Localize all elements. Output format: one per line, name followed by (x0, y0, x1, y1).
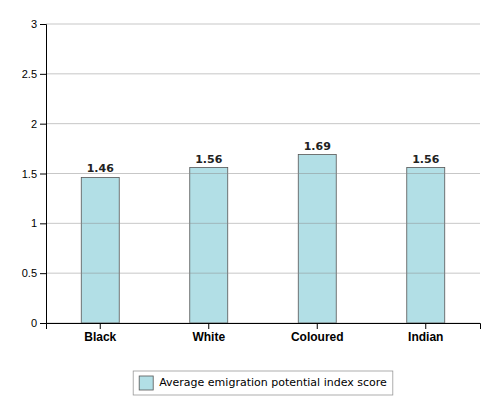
grid-line (46, 73, 480, 74)
legend: Average emigration potential index score (133, 371, 393, 395)
y-tick: 2 (31, 118, 46, 130)
y-tick: 2.5 (22, 68, 46, 80)
y-tick: 1.5 (22, 168, 46, 180)
x-tick-mark (317, 323, 318, 329)
y-axis: 0 0.5 1 1.5 2 2.5 3 (22, 18, 47, 329)
y-tick: 0.5 (22, 267, 46, 279)
data-labels: 1.46 1.56 1.69 1.56 (87, 140, 440, 176)
x-axis: Black White Coloured Indian (47, 323, 481, 344)
y-tick-label: 2.5 (22, 68, 37, 80)
plot-area: 0 0.5 1 1.5 2 2.5 3 Black White Coloured Indian 1.4… (22, 18, 481, 344)
x-tick: Coloured (291, 323, 344, 344)
bars (81, 155, 444, 323)
grid-line (46, 273, 480, 274)
legend-swatch (139, 376, 153, 390)
bar (407, 168, 445, 323)
y-tick: 3 (31, 18, 46, 30)
bar (81, 177, 119, 323)
y-tick-label: 0 (31, 317, 37, 329)
bar (190, 168, 228, 323)
y-tick-label: 3 (31, 18, 37, 30)
data-label: 1.46 (87, 162, 114, 175)
y-axis-line (40, 25, 47, 324)
y-tick-mark (40, 124, 46, 125)
y-tick-label: 2 (31, 118, 37, 130)
y-tick: 1 (31, 217, 46, 229)
x-tick-label: White (192, 330, 225, 344)
y-tick: 0 (31, 317, 46, 329)
y-tick-mark (40, 24, 46, 25)
legend-label: Average emigration potential index score (159, 376, 387, 389)
grid-line (46, 123, 480, 124)
x-tick-label: Coloured (291, 330, 344, 344)
y-tick-mark (40, 323, 46, 324)
x-tick-label: Black (84, 330, 116, 344)
y-tick-mark (40, 74, 46, 75)
x-tick-mark (100, 323, 101, 329)
grid (46, 24, 480, 323)
chart-svg: 0 0.5 1 1.5 2 2.5 3 Black White Coloured Indian 1.4… (0, 0, 500, 409)
x-axis-line (47, 324, 481, 330)
chart-container: 0 0.5 1 1.5 2 2.5 3 Black White Coloured Indian 1.4… (0, 0, 500, 409)
y-tick-mark (40, 273, 46, 274)
y-tick-label: 1.5 (22, 168, 37, 180)
data-label: 1.69 (304, 140, 331, 153)
data-label: 1.56 (195, 153, 222, 166)
data-label: 1.56 (412, 153, 439, 166)
y-tick-label: 0.5 (22, 267, 37, 279)
y-tick-mark (40, 174, 46, 175)
x-tick: Black (84, 323, 116, 344)
grid-line (46, 223, 480, 224)
x-tick: Indian (408, 323, 443, 344)
x-tick: White (192, 323, 225, 344)
y-tick-mark (40, 223, 46, 224)
x-tick-mark (425, 323, 426, 329)
y-tick-label: 1 (31, 217, 37, 229)
legend-frame (133, 371, 393, 395)
x-tick-mark (208, 323, 209, 329)
x-tick-label: Indian (408, 330, 443, 344)
bar (298, 155, 336, 323)
grid-line (46, 24, 480, 25)
